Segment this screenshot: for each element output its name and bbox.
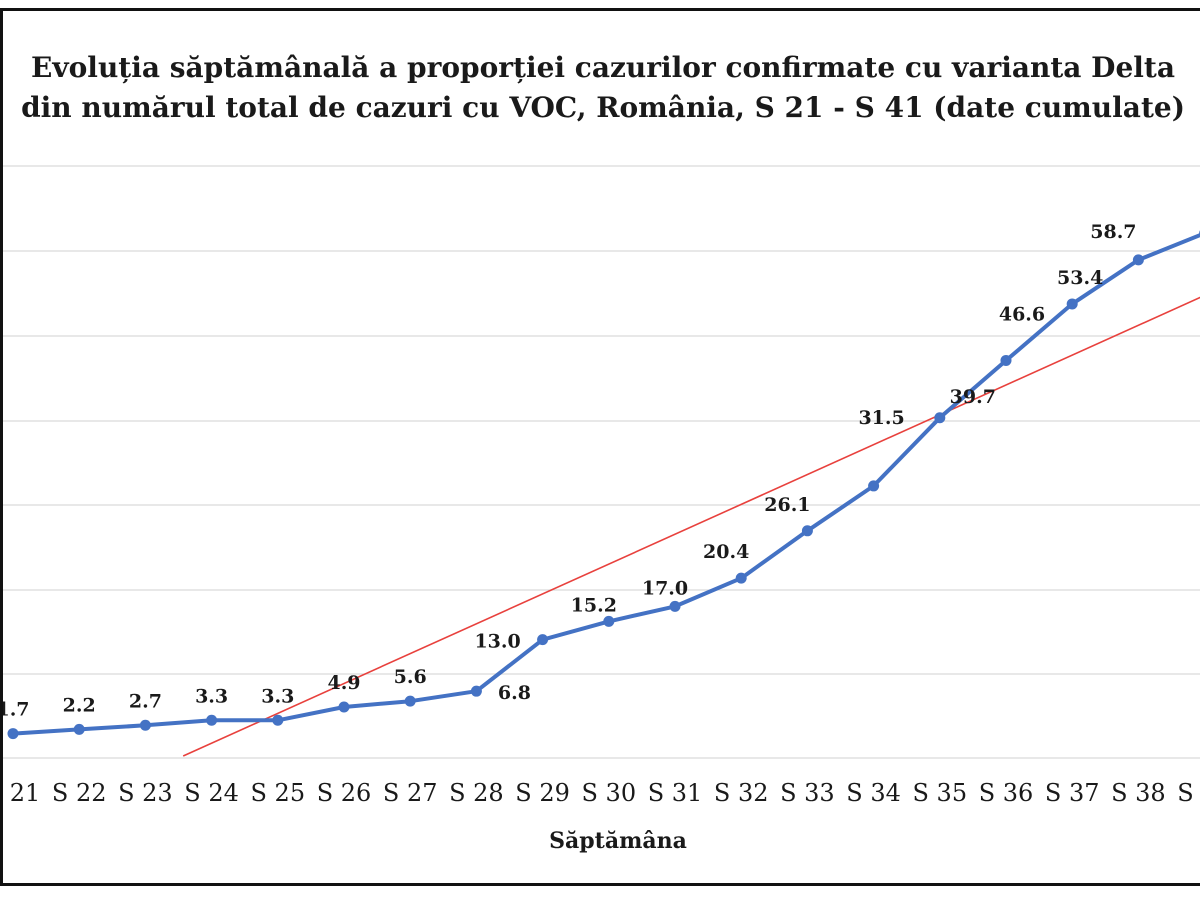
- data-label-s-33: 26.1: [764, 494, 810, 516]
- x-tick-label-s-30: S 30: [581, 779, 636, 807]
- data-label-s-25: 3.3: [261, 685, 294, 707]
- data-label-s-36: 46.6: [999, 303, 1045, 325]
- x-tick-label-s-24: S 24: [184, 779, 239, 807]
- data-point-s-31: [669, 600, 681, 612]
- x-tick-label-s-25: S 25: [250, 779, 305, 807]
- gridlines: [3, 165, 1200, 759]
- data-label-s-26: 4.9: [327, 672, 360, 694]
- x-tick-label-s-33: S 33: [780, 779, 835, 807]
- data-label-s-27: 5.6: [394, 666, 427, 688]
- data-label-s-23: 2.7: [129, 690, 162, 712]
- series-line: [11, 232, 1200, 736]
- trendline: [182, 296, 1200, 757]
- data-point-s-38: [1132, 254, 1144, 266]
- data-label-s-22: 2.2: [63, 694, 96, 716]
- x-tick-label-s-37: S 37: [1045, 779, 1100, 807]
- trendline-layer: [182, 296, 1200, 757]
- x-tick-label-s-39: S 39: [1177, 779, 1200, 807]
- x-tick-label-s-26: S 26: [317, 779, 372, 807]
- data-label-s-35: 39.7: [950, 386, 996, 408]
- data-point-s-28: [470, 685, 482, 697]
- x-tick-label-s-34: S 34: [846, 779, 901, 807]
- x-tick-label-s-36: S 36: [979, 779, 1034, 807]
- data-label-s-28: 6.8: [498, 682, 531, 704]
- data-point-s-34: [868, 480, 880, 492]
- data-label-s-30: 15.2: [571, 594, 617, 616]
- x-tick-label-s-21: S 21: [0, 779, 40, 807]
- data-point-s-33: [801, 525, 813, 537]
- data-point-s-27: [404, 695, 416, 707]
- data-label-s-32: 20.4: [703, 541, 749, 563]
- data-point-s-32: [735, 572, 747, 584]
- data-label-s-21: 1.7: [0, 699, 30, 721]
- data-label-s-38: 58.7: [1090, 221, 1136, 243]
- data-point-s-21: [7, 728, 19, 740]
- data-label-s-37: 53.4: [1057, 267, 1103, 289]
- data-labels: 1.7 2.2 2.7 3.3 3.3 4.9 5.6 6.8 13.0 15.2 17.0 20.4…: [0, 192, 1200, 721]
- x-tick-label-s-35: S 35: [912, 779, 967, 807]
- x-tick-label-s-27: S 27: [383, 779, 438, 807]
- data-point-s-35: [934, 412, 946, 424]
- data-point-s-22: [73, 723, 85, 735]
- x-tick-label-s-38: S 38: [1111, 779, 1166, 807]
- data-point-s-23: [139, 719, 151, 731]
- data-label-s-29: 13.0: [474, 631, 520, 653]
- chart-frame: Evoluția săptămânală a proporției cazuri…: [0, 8, 1200, 886]
- x-tick-label-s-31: S 31: [648, 779, 703, 807]
- x-tick-label-s-29: S 29: [515, 779, 570, 807]
- data-point-s-25: [272, 714, 284, 726]
- data-point-s-29: [537, 634, 549, 646]
- x-tick-label-s-28: S 28: [449, 779, 504, 807]
- data-label-s-34: 31.5: [858, 407, 904, 429]
- data-point-s-24: [206, 714, 218, 726]
- x-tick-label-s-22: S 22: [52, 779, 107, 807]
- data-point-s-30: [603, 615, 615, 627]
- data-point-s-26: [338, 701, 350, 713]
- data-label-s-24: 3.3: [195, 685, 228, 707]
- chart-title-line-1: Evoluția săptămânală a proporției cazuri…: [31, 51, 1175, 84]
- series-layer: [7, 230, 1200, 740]
- x-tick-label-s-32: S 32: [714, 779, 769, 807]
- chart-title-line-2: din numărul total de cazuri cu VOC, Româ…: [21, 91, 1185, 124]
- data-point-s-37: [1066, 298, 1078, 310]
- x-tick-label-s-23: S 23: [118, 779, 173, 807]
- data-point-s-36: [1000, 354, 1012, 366]
- x-axis-ticks: S 21 S 22 S 23 S 24 S 25 S 26 S 27 S 28 S 29 S 30…: [0, 779, 1200, 807]
- x-axis-title: Săptămâna: [549, 828, 687, 854]
- data-label-s-31: 17.0: [642, 577, 688, 599]
